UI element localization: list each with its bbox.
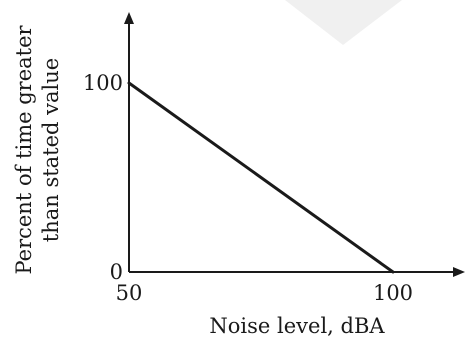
x-axis-arrow [453, 267, 465, 277]
axes [124, 12, 465, 277]
x-axis-label: Noise level, dBA [209, 314, 385, 338]
y-axis-label-line-0: Percent of time greater [12, 25, 36, 275]
y-axis-label-line-1: than stated value [39, 58, 63, 242]
series-group [127, 81, 395, 274]
y-tick-label-1: 100 [83, 71, 123, 95]
y-axis-arrow [124, 12, 134, 24]
y-tick-label-0: 0 [110, 260, 123, 284]
y-axis-label: Percent of time greater than stated value [12, 25, 63, 275]
x-tick-label-1: 100 [373, 281, 413, 305]
series-line-0 [127, 81, 395, 274]
watermark-shape [285, 0, 402, 45]
tick-labels: 50 100 0 100 [83, 71, 413, 305]
x-tick-label-0: 50 [116, 281, 143, 305]
